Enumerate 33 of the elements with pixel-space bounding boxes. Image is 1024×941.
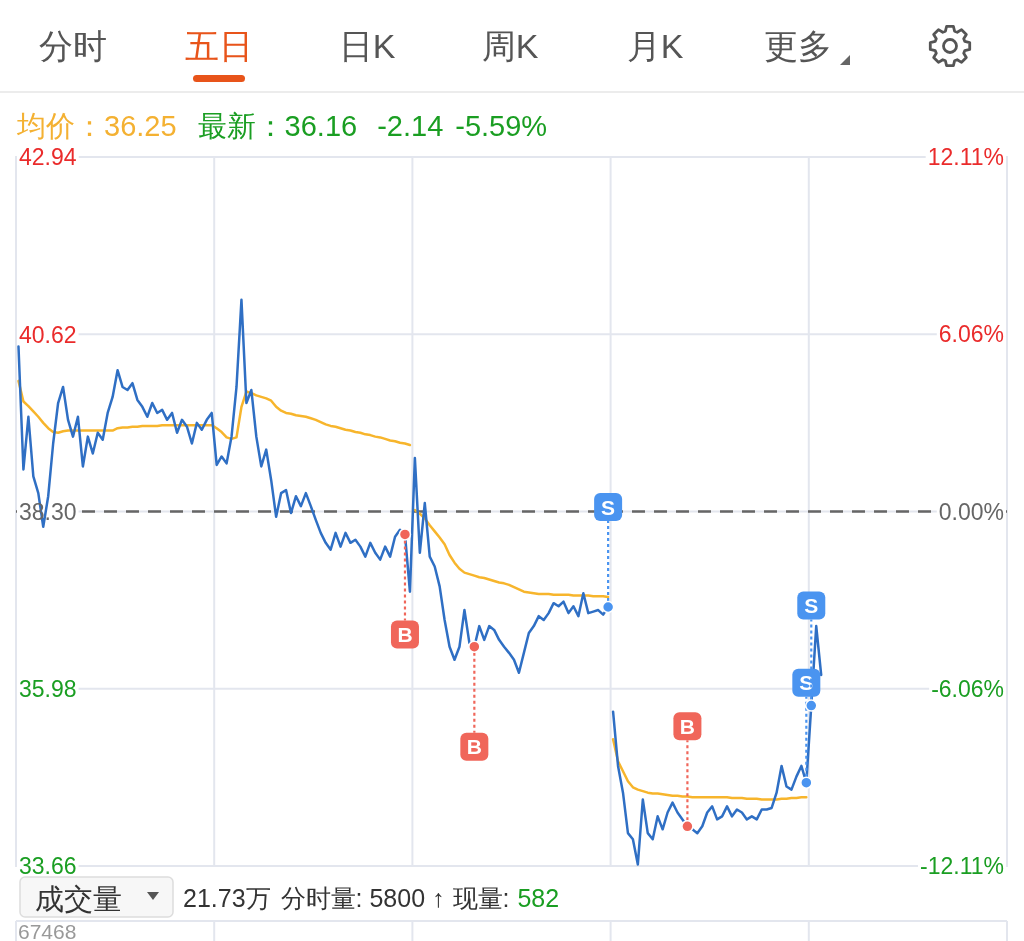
text: 最新：36.16 xyxy=(197,110,358,142)
text: 五日 xyxy=(185,27,253,65)
y-tick-label: 33.66 xyxy=(19,853,77,880)
text: 均价：36.25 xyxy=(16,110,177,142)
data-label: S xyxy=(601,495,616,519)
data-label: B xyxy=(466,735,482,759)
text: 67468 xyxy=(18,920,77,941)
y2-tick-label: 12.11% xyxy=(927,144,1004,171)
text: 月K xyxy=(626,27,684,65)
y2-tick-label: -12.11% xyxy=(920,853,1004,880)
text: 更多 xyxy=(764,27,832,65)
text: 分时量: 5800 ↑ xyxy=(280,884,445,912)
data-label: B xyxy=(397,622,413,646)
text: 21.73万 xyxy=(183,884,271,912)
text: 582 xyxy=(517,884,560,912)
y2-tick-label: 0.00% xyxy=(938,498,1004,525)
text: -2.14 xyxy=(377,110,444,142)
y2-tick-label: 6.06% xyxy=(938,321,1004,348)
y2-tick-label: -6.06% xyxy=(931,676,1004,703)
data-label: S xyxy=(804,594,819,618)
data-label: S xyxy=(799,671,814,695)
data-label: B xyxy=(679,714,695,738)
point xyxy=(601,600,615,614)
point xyxy=(398,528,412,541)
text: 分时 xyxy=(39,27,107,65)
control-dropdown: 成交量 xyxy=(19,876,174,918)
text: 现量: xyxy=(452,884,510,912)
text: 周K xyxy=(481,27,539,65)
y-tick-label: 35.98 xyxy=(19,676,77,703)
text: -5.59% xyxy=(455,110,548,142)
y-tick-label: 40.62 xyxy=(19,321,77,348)
text: 日K xyxy=(338,27,396,65)
y-tick-label: 42.94 xyxy=(19,144,77,171)
